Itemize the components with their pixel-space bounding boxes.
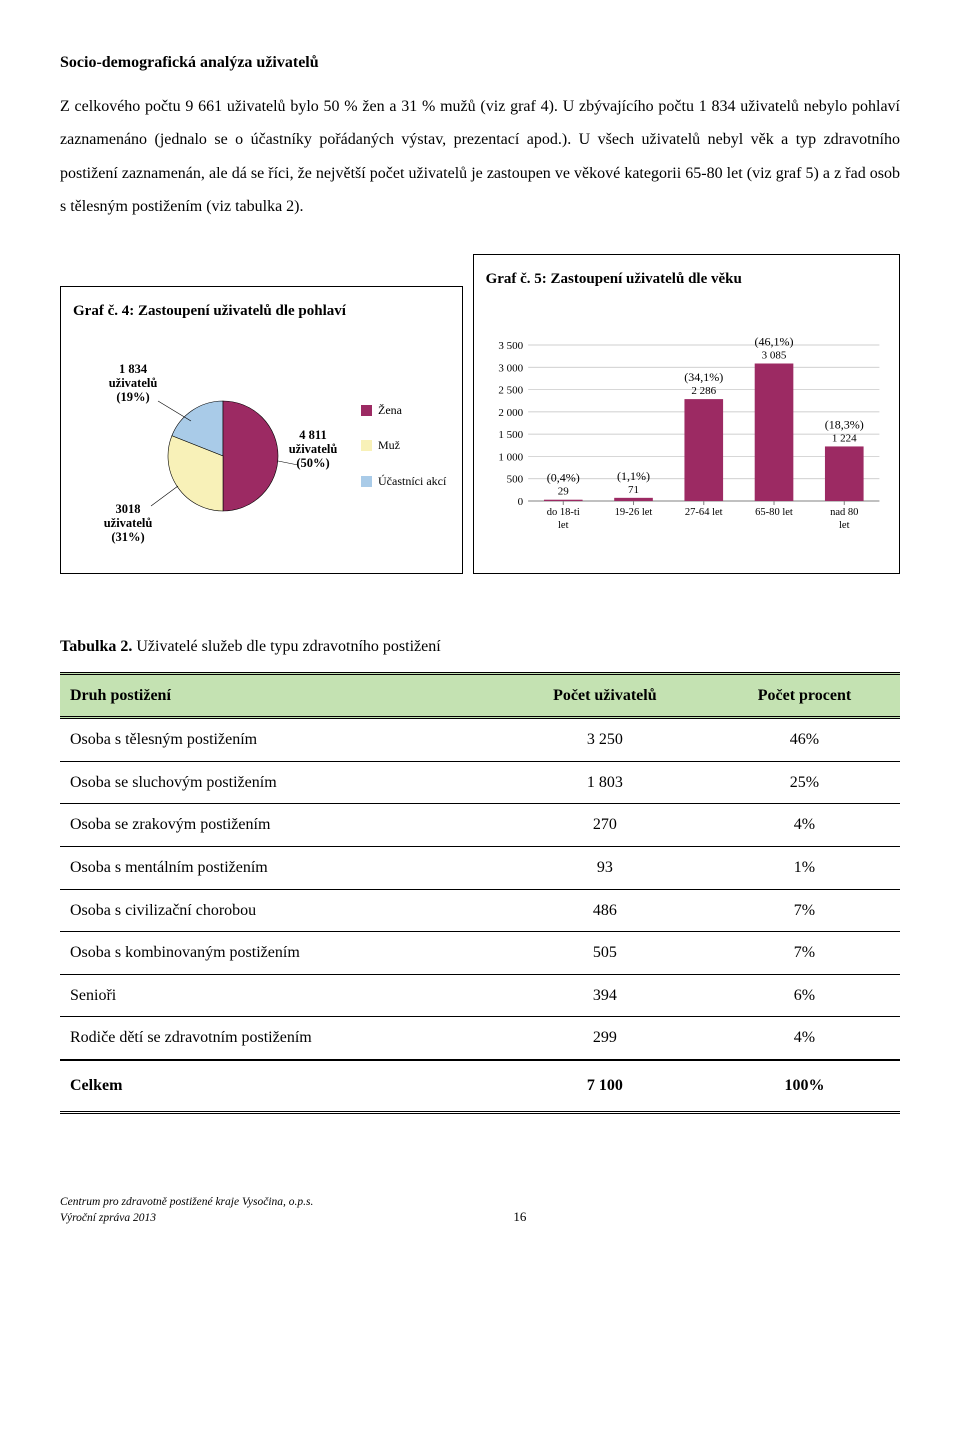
table-caption-rest: Uživatelé služeb dle typu zdravotního po… (132, 638, 440, 655)
svg-text:3 085: 3 085 (761, 349, 786, 361)
table-cell: Osoba s tělesným postižením (60, 718, 501, 762)
legend-swatch (361, 440, 372, 451)
svg-text:(0,4%): (0,4%) (546, 471, 579, 485)
table-total-row: Celkem7 100100% (60, 1060, 900, 1112)
table-cell: 7% (709, 932, 900, 975)
svg-text:71: 71 (628, 484, 639, 496)
bar-chart-panel: Graf č. 5: Zastoupení uživatelů dle věku… (473, 254, 900, 574)
svg-text:do 18-ti: do 18-ti (546, 507, 579, 518)
svg-text:(46,1%): (46,1%) (754, 334, 793, 348)
table-caption-bold: Tabulka 2. (60, 638, 132, 655)
svg-text:let: let (839, 520, 850, 531)
footer-line-2: Výroční zpráva 2013 (60, 1210, 313, 1226)
svg-text:1 224: 1 224 (831, 432, 856, 444)
legend-label: Muž (378, 436, 400, 455)
table-cell: 4% (709, 1017, 900, 1060)
table-row: Osoba s kombinovaným postižením5057% (60, 932, 900, 975)
table-cell: 505 (501, 932, 709, 975)
table-cell: 3 250 (501, 718, 709, 762)
legend-label: Účastníci akcí (378, 472, 446, 491)
table-cell: 7% (709, 889, 900, 932)
svg-text:0: 0 (517, 496, 523, 508)
body-paragraph: Z celkového počtu 9 661 uživatelů bylo 5… (60, 90, 900, 224)
table-cell: 93 (501, 846, 709, 889)
table-header-cell: Počet uživatelů (501, 673, 709, 718)
page-number: 16 (513, 1208, 526, 1226)
svg-text:let: let (558, 520, 569, 531)
svg-text:65-80 let: 65-80 let (755, 507, 793, 518)
table-cell: 6% (709, 974, 900, 1017)
svg-text:1 000: 1 000 (498, 451, 523, 463)
table-cell: 299 (501, 1017, 709, 1060)
svg-text:1 834uživatelů(19%): 1 834uživatelů(19%) (109, 362, 158, 404)
table-row: Osoba s civilizační chorobou4867% (60, 889, 900, 932)
pie-legend: Žena Muž Účastníci akcí (361, 401, 446, 491)
table-cell: Osoba s kombinovaným postižením (60, 932, 501, 975)
svg-text:nad 80: nad 80 (830, 507, 858, 518)
table-cell: Osoba se zrakovým postižením (60, 804, 501, 847)
table-cell: Celkem (60, 1060, 501, 1112)
svg-text:(1,1%): (1,1%) (617, 469, 650, 483)
table-row: Osoba s mentálním postižením931% (60, 846, 900, 889)
table-row: Osoba s tělesným postižením3 25046% (60, 718, 900, 762)
svg-text:(34,1%): (34,1%) (684, 370, 723, 384)
table-cell: 270 (501, 804, 709, 847)
pie-chart-title: Graf č. 4: Zastoupení uživatelů dle pohl… (73, 299, 450, 323)
legend-item: Žena (361, 401, 446, 420)
legend-item: Muž (361, 436, 446, 455)
section-heading: Socio-demografická analýza uživatelů (60, 50, 900, 76)
table-cell: 4% (709, 804, 900, 847)
table-cell: 25% (709, 761, 900, 804)
table-cell: 100% (709, 1060, 900, 1112)
svg-text:3 000: 3 000 (498, 362, 523, 374)
svg-text:1 500: 1 500 (498, 429, 523, 441)
svg-text:(18,3%): (18,3%) (824, 417, 863, 431)
table-header-row: Druh postiženíPočet uživatelůPočet proce… (60, 673, 900, 718)
table-cell: Rodiče dětí se zdravotním postižením (60, 1017, 501, 1060)
svg-text:29: 29 (557, 486, 569, 498)
legend-swatch (361, 405, 372, 416)
svg-text:27-64 let: 27-64 let (685, 507, 723, 518)
table-cell: Osoba se sluchovým postižením (60, 761, 501, 804)
table-cell: 1% (709, 846, 900, 889)
table-cell: Osoba s mentálním postižením (60, 846, 501, 889)
svg-text:3 500: 3 500 (498, 340, 523, 352)
legend-item: Účastníci akcí (361, 472, 446, 491)
table-row: Osoba se zrakovým postižením2704% (60, 804, 900, 847)
footer-line-1: Centrum pro zdravotně postižené kraje Vy… (60, 1194, 313, 1210)
svg-text:2 000: 2 000 (498, 407, 523, 419)
svg-text:2 500: 2 500 (498, 385, 523, 397)
svg-text:3018uživatelů(31%): 3018uživatelů(31%) (104, 502, 153, 544)
charts-row: Graf č. 4: Zastoupení uživatelů dle pohl… (60, 254, 900, 574)
legend-label: Žena (378, 401, 402, 420)
table-cell: 46% (709, 718, 900, 762)
svg-text:2 286: 2 286 (691, 385, 716, 397)
svg-text:500: 500 (506, 474, 523, 486)
table-caption: Tabulka 2. Uživatelé služeb dle typu zdr… (60, 634, 900, 660)
table-cell: Osoba s civilizační chorobou (60, 889, 501, 932)
table-cell: 7 100 (501, 1060, 709, 1112)
table-header-cell: Druh postižení (60, 673, 501, 718)
pie-chart-svg: 1 834uživatelů(19%) 4 811uživatelů(50%) 30… (73, 341, 353, 551)
table-cell: 394 (501, 974, 709, 1017)
bar-chart-title: Graf č. 5: Zastoupení uživatelů dle věku (486, 267, 887, 291)
legend-swatch (361, 476, 372, 487)
svg-text:4 811uživatelů(50%): 4 811uživatelů(50%) (289, 428, 338, 470)
pie-chart-panel: Graf č. 4: Zastoupení uživatelů dle pohl… (60, 286, 463, 574)
svg-text:19-26 let: 19-26 let (614, 507, 652, 518)
table-header-cell: Počet procent (709, 673, 900, 718)
table-cell: 486 (501, 889, 709, 932)
table-cell: 1 803 (501, 761, 709, 804)
data-table: Druh postiženíPočet uživatelůPočet proce… (60, 672, 900, 1114)
table-body: Osoba s tělesným postižením3 25046%Osoba… (60, 718, 900, 1112)
table-row: Senioři3946% (60, 974, 900, 1017)
table-row: Osoba se sluchovým postižením1 80325% (60, 761, 900, 804)
page-footer: Centrum pro zdravotně postižené kraje Vy… (60, 1194, 900, 1226)
table-row: Rodiče dětí se zdravotním postižením2994… (60, 1017, 900, 1060)
table-cell: Senioři (60, 974, 501, 1017)
bar-chart-svg: 0 500 1 000 1 500 2 000 2 500 3 000 3 500 (0,4%)… (486, 309, 887, 539)
